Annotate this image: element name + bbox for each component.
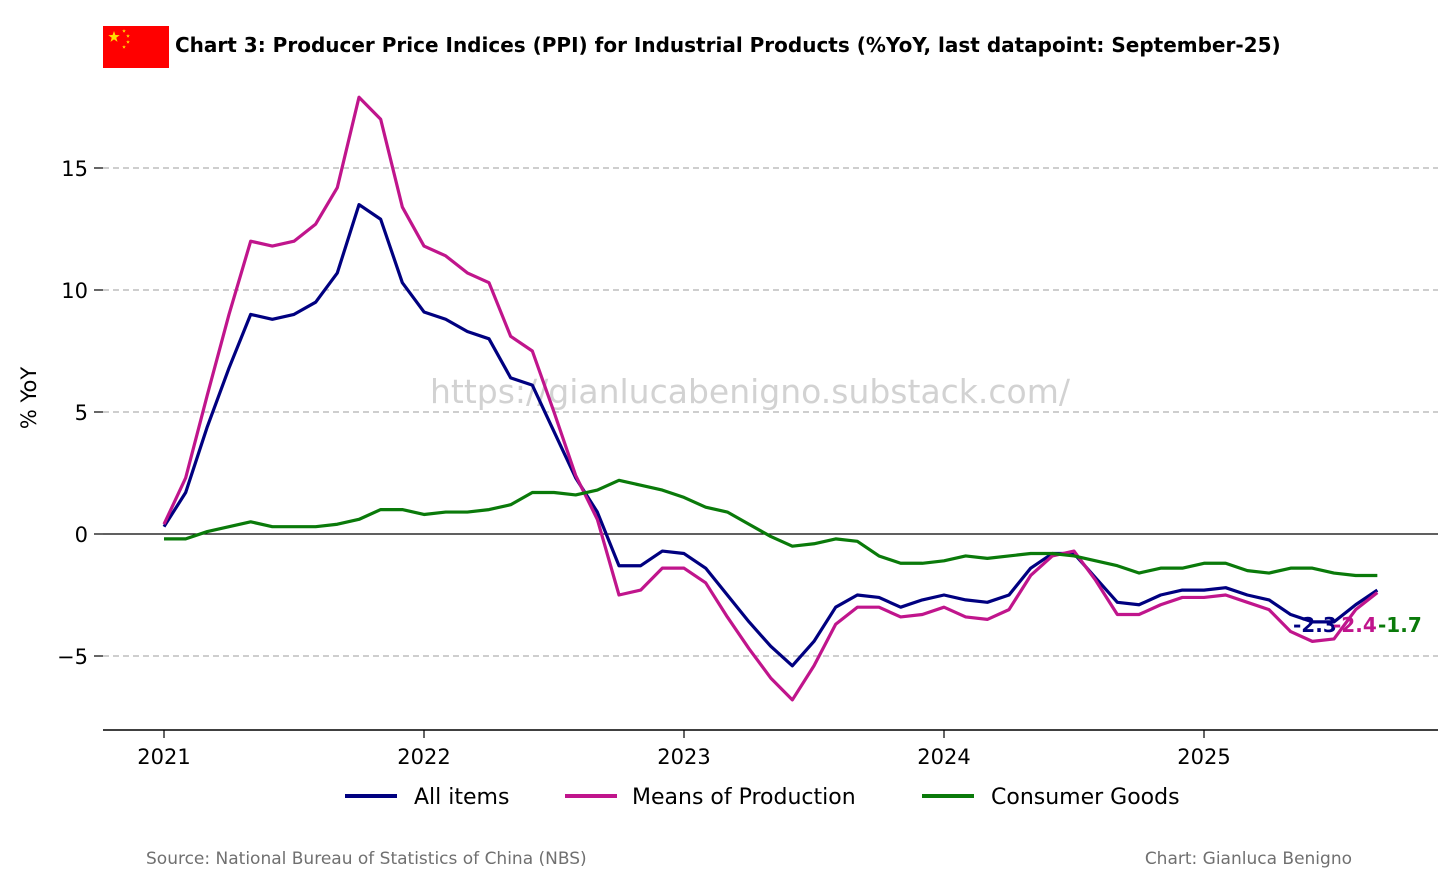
end-label: -2.3: [1293, 613, 1337, 637]
end-labels: -2.3-2.4 -1.7: [1293, 613, 1422, 637]
series-consumer-goods: [163, 478, 1378, 578]
flag-star-small: [122, 29, 126, 33]
flag-star-small: [126, 34, 130, 38]
x-tick-label: 2025: [1177, 745, 1230, 769]
chart-credit: Chart: Gianluca Benigno: [1145, 849, 1352, 869]
watermark: https://gianlucabenigno.substack.com/: [430, 372, 1071, 411]
legend-label: Means of Production: [632, 785, 856, 810]
x-tick-label: 2024: [917, 745, 970, 769]
flag-star-small: [126, 40, 130, 44]
y-tick-label: 10: [61, 279, 88, 303]
source-note: Source: National Bureau of Statistics of…: [146, 849, 587, 869]
x-axis: 2021 2022 2023 2024 2025: [103, 729, 1438, 769]
y-axis-label: % YoY: [17, 367, 41, 430]
series-lines: [162, 95, 1379, 702]
flag-star-small: [122, 45, 126, 49]
x-tick-label: 2022: [397, 745, 450, 769]
end-label: -2.4: [1333, 613, 1377, 637]
series-all-items: [162, 203, 1379, 668]
x-tick-label: 2023: [657, 745, 710, 769]
y-tick-label: 15: [61, 157, 88, 181]
flag-star-large: [108, 31, 120, 42]
series-line: [164, 478, 1378, 578]
chart-title: Chart 3: Producer Price Indices (PPI) fo…: [175, 33, 1281, 57]
legend-label: Consumer Goods: [991, 785, 1180, 810]
y-tick-label: −5: [57, 645, 88, 669]
y-tick-label: 5: [75, 401, 88, 425]
end-label: -1.7: [1378, 613, 1422, 637]
series-means-of-production: [162, 95, 1379, 702]
legend-label: All items: [414, 785, 509, 810]
y-axis-ticks: −5 0 5 10 15: [57, 157, 103, 669]
grid-lines: [103, 167, 1438, 657]
y-tick-label: 0: [75, 523, 88, 547]
legend: All items Means of Production Consumer Goo…: [345, 785, 1180, 810]
china-flag-icon: [103, 26, 169, 68]
x-tick-label: 2021: [137, 745, 190, 769]
